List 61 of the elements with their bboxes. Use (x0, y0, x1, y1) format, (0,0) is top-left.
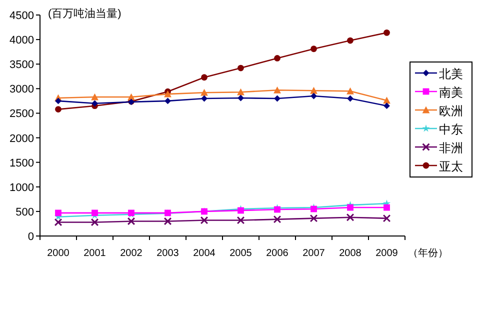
x-tick-label: 2008 (339, 248, 362, 259)
point (384, 102, 390, 110)
y-tick-label: 0 (28, 231, 34, 243)
legend-label: 中东 (439, 122, 463, 136)
y-tick-label: 1000 (10, 182, 34, 194)
point (310, 86, 318, 94)
point (164, 98, 171, 104)
y-axis-title: (百万吨油当量) (48, 7, 122, 20)
y-tick-label: 3500 (10, 59, 34, 72)
y-tick-label: 3000 (10, 84, 34, 96)
point (92, 210, 98, 216)
x-axis-title: （年份） (408, 247, 448, 259)
x-tick-label: 2006 (266, 248, 289, 259)
y-tick-label: 4500 (10, 10, 34, 22)
point (90, 218, 99, 226)
point (54, 218, 62, 226)
y-tick-label: 2500 (10, 108, 34, 120)
x-tick-label: 2002 (120, 248, 143, 259)
point (310, 46, 317, 52)
point (382, 214, 391, 222)
point (384, 204, 390, 211)
legend-label: 北美 (439, 67, 463, 81)
point (236, 216, 245, 224)
x-tick-label: 2007 (302, 248, 326, 259)
legend-label: 亚太 (439, 160, 463, 174)
x-tick-label: 2009 (376, 248, 398, 259)
point (274, 86, 281, 94)
legend-label: 非洲 (439, 141, 463, 155)
y-tick-label: 2000 (10, 132, 34, 145)
y-tick-label: 4000 (10, 34, 34, 47)
x-tick-label: 2000 (47, 248, 70, 259)
point (91, 93, 98, 100)
point (200, 88, 208, 96)
point (346, 213, 354, 222)
x-tick-label: 2003 (156, 248, 180, 259)
point (273, 215, 282, 224)
point (55, 210, 62, 216)
point (346, 87, 354, 94)
point (237, 88, 244, 96)
point (310, 214, 318, 222)
point (55, 106, 62, 112)
point (384, 29, 390, 36)
legend-label: 南美 (439, 86, 463, 100)
x-tick-label: 2001 (84, 248, 106, 259)
y-tick-label: 500 (16, 206, 34, 218)
point (238, 64, 244, 72)
point (164, 90, 172, 98)
point (274, 55, 280, 62)
x-tick-label: 2005 (230, 248, 252, 259)
point (92, 100, 98, 107)
point (164, 217, 172, 226)
point (347, 204, 354, 211)
point (383, 96, 390, 104)
point (201, 74, 208, 81)
y-tick-label: 1500 (10, 157, 34, 170)
legend-label: 欧洲 (439, 104, 463, 118)
point (347, 37, 354, 44)
point (127, 217, 136, 226)
x-tick-label: 2004 (193, 248, 216, 259)
point (200, 216, 208, 224)
point (55, 98, 62, 104)
